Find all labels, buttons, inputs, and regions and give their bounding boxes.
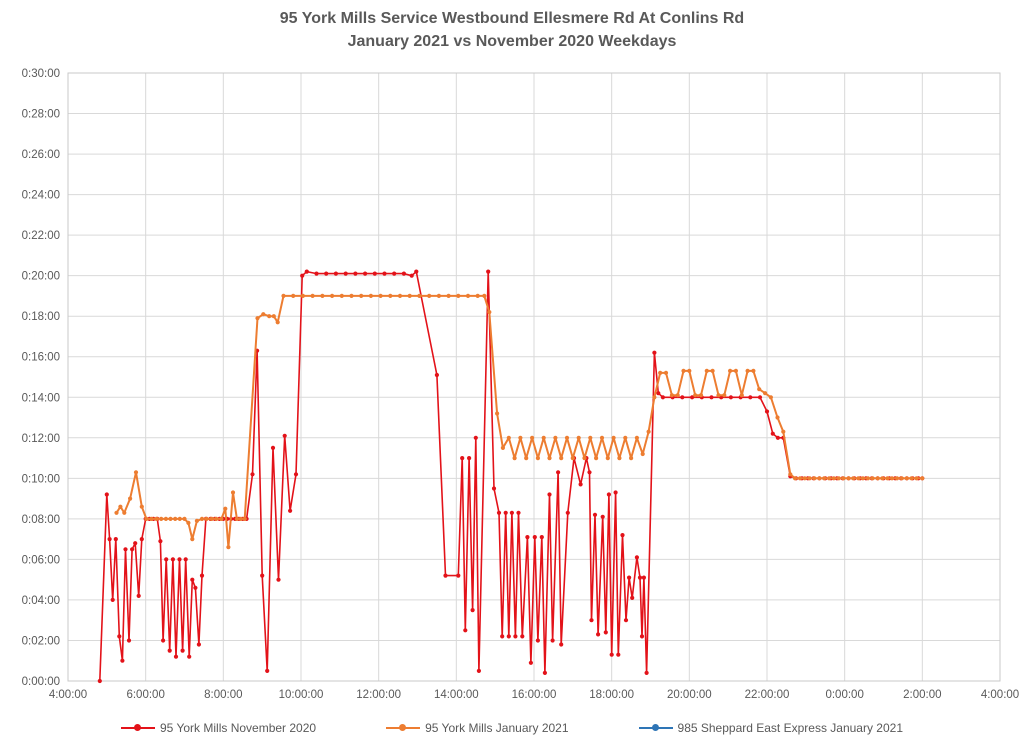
svg-text:0:02:00: 0:02:00 <box>22 635 60 647</box>
legend-label-november-2020: 95 York Mills November 2020 <box>160 721 317 735</box>
svg-text:0:30:00: 0:30:00 <box>22 68 60 80</box>
svg-text:20:00:00: 20:00:00 <box>667 689 712 701</box>
svg-text:14:00:00: 14:00:00 <box>434 689 479 701</box>
legend-marker-november-2020-icon <box>121 724 155 732</box>
svg-text:0:24:00: 0:24:00 <box>22 190 60 202</box>
svg-text:0:12:00: 0:12:00 <box>22 433 60 445</box>
legend-marker-985-express-icon <box>638 724 673 732</box>
svg-text:0:26:00: 0:26:00 <box>22 149 60 161</box>
svg-text:0:00:00: 0:00:00 <box>825 689 863 701</box>
svg-text:0:20:00: 0:20:00 <box>22 271 60 283</box>
legend-item-985-express: 985 Sheppard East Express January 2021 <box>638 721 903 735</box>
legend-label-january-2021: 95 York Mills January 2021 <box>425 721 569 735</box>
svg-text:0:00:00: 0:00:00 <box>22 676 60 688</box>
svg-text:22:00:00: 22:00:00 <box>745 689 790 701</box>
svg-text:12:00:00: 12:00:00 <box>356 689 401 701</box>
svg-text:8:00:00: 8:00:00 <box>204 689 242 701</box>
chart-title: 95 York Mills Service Westbound Ellesmer… <box>0 7 1024 53</box>
svg-text:0:22:00: 0:22:00 <box>22 230 60 242</box>
svg-text:4:00:00: 4:00:00 <box>49 689 87 701</box>
svg-text:0:16:00: 0:16:00 <box>22 352 60 364</box>
chart-title-line2: January 2021 vs November 2020 Weekdays <box>347 33 677 50</box>
svg-text:0:14:00: 0:14:00 <box>22 392 60 404</box>
svg-text:0:10:00: 0:10:00 <box>22 473 60 485</box>
chart-title-line1: 95 York Mills Service Westbound Ellesmer… <box>279 10 745 27</box>
legend-marker-january-2021-icon <box>386 724 421 732</box>
svg-text:0:06:00: 0:06:00 <box>22 554 60 566</box>
legend-item-november-2020: 95 York Mills November 2020 <box>121 721 316 735</box>
svg-text:0:18:00: 0:18:00 <box>22 311 60 323</box>
svg-text:2:00:00: 2:00:00 <box>903 689 941 701</box>
svg-text:18:00:00: 18:00:00 <box>589 689 634 701</box>
legend-item-january-2021: 95 York Mills January 2021 <box>386 721 569 735</box>
svg-text:0:08:00: 0:08:00 <box>22 514 60 526</box>
svg-text:0:04:00: 0:04:00 <box>22 595 60 607</box>
chart-legend: 95 York Mills November 2020 95 York Mill… <box>0 721 1024 735</box>
svg-text:4:00:00: 4:00:00 <box>981 689 1019 701</box>
svg-text:10:00:00: 10:00:00 <box>279 689 324 701</box>
svg-text:0:28:00: 0:28:00 <box>22 109 60 121</box>
svg-text:6:00:00: 6:00:00 <box>126 689 164 701</box>
svg-text:16:00:00: 16:00:00 <box>512 689 557 701</box>
legend-label-985-express: 985 Sheppard East Express January 2021 <box>677 721 903 735</box>
